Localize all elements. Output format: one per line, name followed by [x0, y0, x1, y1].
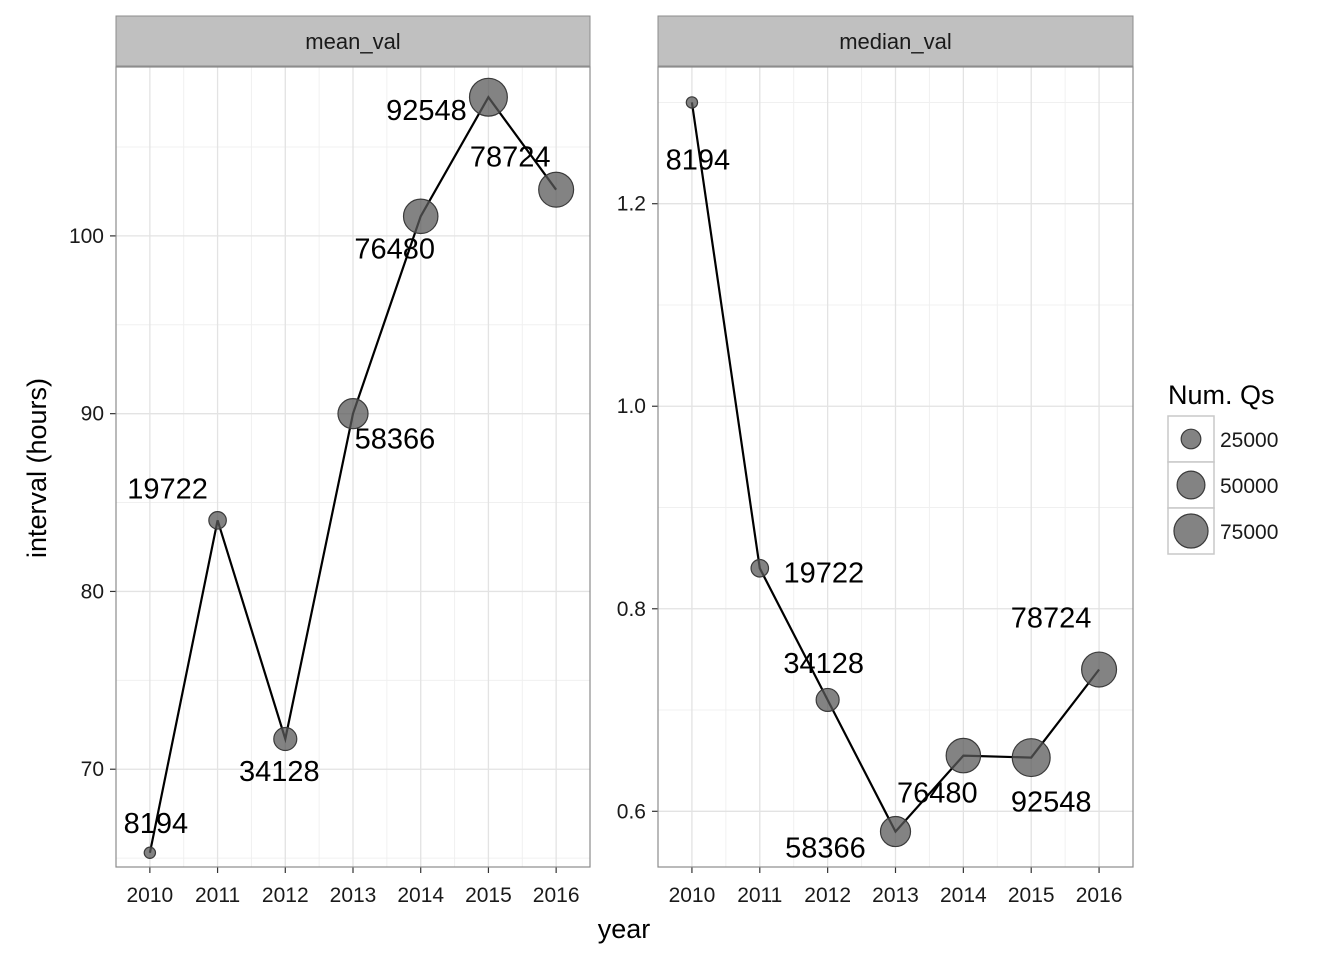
facet-strip: [657, 15, 1134, 67]
point-label: 8194: [124, 808, 189, 840]
data-point: [750, 558, 770, 578]
y-tick-label: 1.2: [617, 193, 646, 216]
y-tick-label: 0.6: [617, 800, 646, 823]
data-point: [273, 726, 298, 752]
facet-panel-mean_val: mean_val 70 80 90 100 2010 2011 2012 2013 2014 201…: [69, 15, 591, 907]
x-axis-title: year: [598, 914, 651, 944]
data-point: [337, 398, 369, 430]
y-tick-label: 80: [81, 580, 104, 603]
legend-key-symbol: [1180, 428, 1202, 450]
point-label: 34128: [239, 756, 320, 788]
data-point: [143, 846, 157, 860]
data-point: [538, 171, 575, 208]
data-point: [945, 737, 982, 774]
data-point: [402, 198, 439, 235]
legend-key: 25000: [1167, 415, 1278, 463]
legend-title: Num. Qs: [1168, 380, 1275, 410]
point-label: 19722: [783, 557, 864, 589]
x-tick-label: 2014: [940, 884, 987, 907]
x-tick-label: 2015: [1008, 884, 1055, 907]
x-tick-label: 2015: [465, 884, 512, 907]
legend-label: 25000: [1220, 429, 1278, 452]
y-tick-label: 0.8: [617, 598, 646, 621]
point-label: 92548: [1011, 787, 1092, 819]
point-label: 19722: [127, 473, 208, 505]
data-point: [685, 96, 699, 109]
point-label: 78724: [1011, 603, 1092, 635]
y-tick-label: 1.0: [617, 395, 646, 418]
panel-border: [657, 66, 1134, 868]
x-tick-label: 2013: [872, 884, 919, 907]
legend-key: 50000: [1167, 461, 1278, 509]
x-tick-label: 2010: [126, 884, 173, 907]
point-label: 78724: [470, 142, 551, 174]
point-label: 34128: [783, 648, 864, 680]
y-tick-label: 100: [69, 225, 104, 248]
legend-key-symbol: [1176, 470, 1206, 500]
x-tick-label: 2011: [195, 884, 240, 907]
data-point: [1081, 651, 1118, 688]
data-point: [208, 510, 227, 530]
point-label: 76480: [897, 778, 978, 810]
y-tick-label: 90: [81, 403, 104, 426]
legend-label: 50000: [1220, 475, 1278, 498]
data-point: [468, 77, 508, 117]
data-point: [879, 815, 912, 848]
legend-label: 75000: [1220, 521, 1278, 544]
x-tick-label: 2011: [737, 884, 782, 907]
legend-key: 75000: [1167, 507, 1278, 555]
x-tick-label: 2012: [262, 884, 309, 907]
point-label: 76480: [354, 233, 435, 265]
facet-strip-label: median_val: [839, 29, 952, 54]
x-tick-label: 2016: [533, 884, 580, 907]
point-label: 58366: [355, 424, 436, 456]
legend-key-symbol: [1173, 513, 1209, 549]
facet-panel-median_val: median_val 0.6 0.8 1.0 1.2 2010 2011 2012 2013 20…: [617, 15, 1134, 907]
panel-border: [115, 66, 591, 868]
point-label: 58366: [785, 833, 866, 865]
data-point: [1011, 738, 1051, 778]
x-tick-label: 2016: [1076, 884, 1123, 907]
y-axis-title: interval (hours): [22, 378, 52, 558]
data-point: [815, 687, 840, 713]
facet-strip-label: mean_val: [305, 29, 400, 54]
facet-panels: mean_val 70 80 90 100 2010 2011 2012 2013 2014 201…: [69, 15, 1134, 907]
facet-strip: [115, 15, 591, 67]
x-tick-label: 2012: [804, 884, 851, 907]
x-tick-label: 2013: [330, 884, 377, 907]
point-label: 92548: [386, 95, 467, 127]
point-label: 8194: [666, 144, 731, 176]
size-legend: Num. Qs 25000 50000 75000: [1167, 380, 1278, 555]
y-tick-label: 70: [81, 758, 104, 781]
x-tick-label: 2010: [669, 884, 716, 907]
x-tick-label: 2014: [397, 884, 444, 907]
